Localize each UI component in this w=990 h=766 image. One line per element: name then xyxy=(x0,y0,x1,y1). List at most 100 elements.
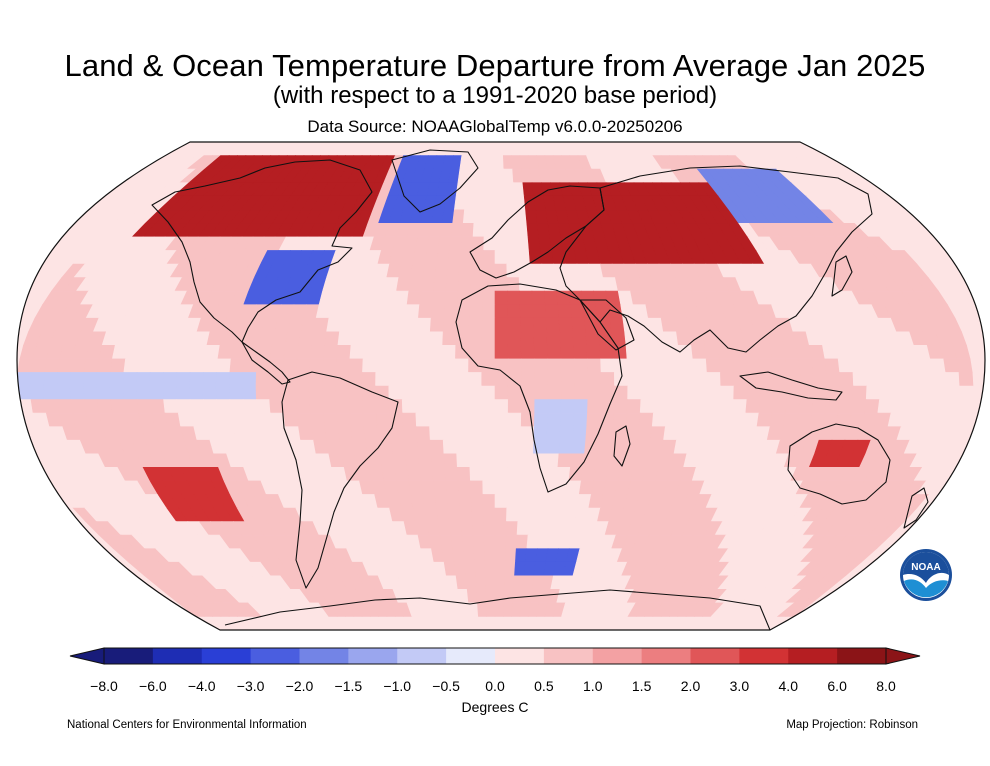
anomaly-cell xyxy=(494,575,506,590)
anomaly-cell xyxy=(504,195,516,211)
anomaly-cell xyxy=(415,372,430,387)
anomaly-cell xyxy=(445,277,460,292)
anomaly-cell xyxy=(468,412,483,427)
anomaly-cell xyxy=(494,209,506,224)
anomaly-cell xyxy=(720,385,735,400)
anomaly-cell xyxy=(189,358,205,373)
anomaly-cell xyxy=(745,358,761,373)
anomaly-cell xyxy=(572,426,588,441)
anomaly-cell xyxy=(485,155,496,170)
anomaly-cell xyxy=(484,182,496,197)
colorbar-segment xyxy=(788,648,838,664)
anomaly-cell xyxy=(350,331,366,346)
anomaly-cell xyxy=(83,372,98,387)
anomaly-cell xyxy=(596,439,612,455)
anomaly-cell xyxy=(469,290,483,305)
anomaly-cell xyxy=(503,155,513,170)
anomaly-cell xyxy=(189,385,204,400)
anomaly-cell xyxy=(376,331,392,346)
anomaly-cell xyxy=(958,385,974,400)
anomaly-cell xyxy=(666,358,681,373)
anomaly-cell xyxy=(517,250,531,265)
coastline-asia xyxy=(559,165,873,353)
anomaly-cell xyxy=(932,372,947,387)
anomaly-cell xyxy=(516,521,530,536)
coastline-africa xyxy=(455,283,623,493)
anomaly-cell xyxy=(533,331,548,346)
anomaly-cell xyxy=(533,426,548,441)
anomaly-cell xyxy=(534,358,549,373)
anomaly-cell xyxy=(771,399,787,414)
anomaly-cell xyxy=(441,385,456,400)
anomaly-cell xyxy=(402,331,418,346)
anomaly-cell xyxy=(572,331,588,346)
anomaly-cell xyxy=(503,168,514,183)
anomaly-cell xyxy=(177,345,195,360)
coastline-indonesia xyxy=(739,371,843,401)
anomaly-cell xyxy=(824,399,841,414)
anomaly-cell xyxy=(402,426,418,441)
anomaly-cell xyxy=(441,345,457,360)
colorbar-arrow-high xyxy=(885,647,921,665)
anomaly-cell xyxy=(958,372,974,387)
anomaly-cell xyxy=(415,412,430,427)
anomaly-cell xyxy=(637,426,653,441)
anomaly-cell xyxy=(415,399,430,414)
anomaly-cell xyxy=(390,317,406,333)
anomaly-cell xyxy=(513,575,525,590)
anomaly-cell xyxy=(512,589,524,604)
anomaly-cell xyxy=(189,399,205,414)
anomaly-cell xyxy=(560,358,575,373)
anomaly-cell xyxy=(481,372,496,387)
anomaly-cell xyxy=(454,399,469,414)
anomaly-cell xyxy=(494,345,509,360)
anomaly-cell xyxy=(309,399,324,414)
anomaly-cell xyxy=(609,317,625,333)
anomaly-cell xyxy=(580,290,596,305)
anomaly-cell xyxy=(122,385,138,400)
anomaly-cell xyxy=(453,561,467,577)
anomaly-cell xyxy=(680,385,695,400)
anomaly-cell xyxy=(365,439,381,455)
anomaly-cell xyxy=(494,358,509,373)
anomaly-cell xyxy=(945,385,961,400)
anomaly-cell xyxy=(323,345,339,360)
anomaly-cell xyxy=(481,439,496,455)
anomaly-cell xyxy=(517,507,531,522)
anomaly-cell xyxy=(481,399,496,414)
anomaly-cell xyxy=(349,345,365,360)
anomaly-cell xyxy=(412,507,428,522)
anomaly-cell xyxy=(503,182,515,197)
anomaly-cell xyxy=(529,263,544,278)
anomaly-cell xyxy=(494,195,506,211)
anomaly-cell xyxy=(531,290,546,305)
anomaly-cell xyxy=(494,182,506,197)
anomaly-cell xyxy=(309,358,324,373)
anomaly-cell xyxy=(717,345,733,360)
anomaly-cell xyxy=(43,358,60,373)
anomaly-cell xyxy=(482,480,496,495)
anomaly-cell xyxy=(481,304,496,319)
anomaly-cell xyxy=(457,589,469,604)
anomaly-cell xyxy=(474,561,486,577)
anomaly-cell xyxy=(454,385,469,400)
anomaly-field xyxy=(17,142,985,630)
anomaly-cell xyxy=(402,412,417,427)
anomaly-cell xyxy=(587,385,602,400)
anomaly-cell xyxy=(468,385,483,400)
anomaly-cell xyxy=(587,372,602,387)
anomaly-cell xyxy=(447,507,462,522)
anomaly-cell xyxy=(443,453,458,468)
anomaly-cell xyxy=(203,399,219,414)
anomaly-cell xyxy=(534,385,549,400)
anomaly-cell xyxy=(29,372,45,387)
anomaly-cell xyxy=(527,236,541,251)
anomaly-cell xyxy=(663,331,679,346)
anomaly-cell xyxy=(667,372,682,387)
anomaly-cell xyxy=(455,412,470,427)
anomaly-cell xyxy=(462,548,475,563)
anomaly-cell xyxy=(477,602,487,617)
anomaly-cell xyxy=(494,236,507,251)
anomaly-cell xyxy=(203,358,219,373)
anomaly-cell xyxy=(442,439,457,455)
